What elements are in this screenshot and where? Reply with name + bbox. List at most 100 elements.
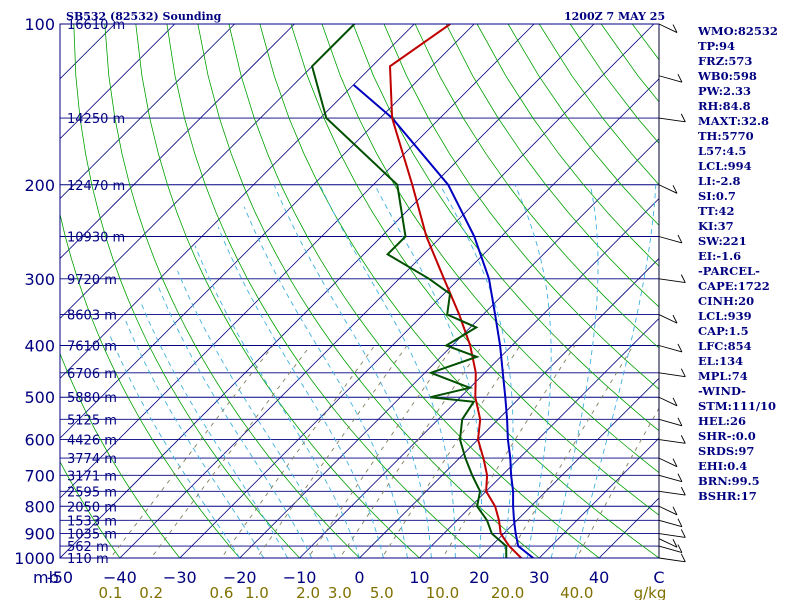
temperature-tick-label: 30 [529, 568, 549, 587]
wind-barb-flag [680, 113, 686, 123]
height-level-label: 8603 m [67, 309, 117, 324]
height-level-label: 7610 m [67, 340, 117, 355]
dry-adiabat [445, 24, 659, 308]
index-entry: MPL:74 [698, 369, 748, 383]
index-entry: LCL:994 [698, 159, 752, 173]
isotherm [359, 257, 659, 558]
mixing-ratio-label: 3.0 [328, 584, 352, 600]
moist-adiabat [550, 184, 599, 558]
index-entry: HEL:26 [698, 414, 746, 428]
wind-barb [658, 23, 678, 33]
index-entry: WMO:82532 [697, 24, 778, 38]
wind-barb-staff [658, 236, 683, 244]
wind-barb-flag [680, 368, 686, 377]
wind-barb-flag [677, 343, 683, 353]
height-level-label: 4426 m [67, 434, 117, 449]
wind-barb-staff [658, 474, 683, 483]
wind-barb-staff [658, 533, 686, 538]
index-entry: LCL:939 [698, 309, 752, 323]
index-entry: SRDS:97 [698, 444, 754, 458]
wind-barb [658, 184, 678, 194]
wind-barb [658, 529, 686, 538]
height-level-label: 2595 m [67, 485, 117, 500]
wind-barb [658, 486, 686, 496]
isotherm [538, 437, 659, 558]
wind-barb [658, 314, 678, 324]
height-level-label: 10930 m [67, 230, 125, 245]
index-entry: BSHR:17 [698, 489, 757, 503]
wind-barb [658, 538, 678, 548]
wind-barb-staff [658, 314, 678, 324]
wind-barb [658, 396, 678, 407]
wind-barb-staff [658, 372, 686, 378]
pressure-tick-label: 1000 [14, 549, 55, 568]
wind-barb [658, 73, 683, 83]
mixing-ratio-line [256, 345, 408, 558]
mixing-ratio-line [441, 345, 576, 558]
moist-adiabat [243, 206, 408, 558]
dry-adiabat [228, 24, 600, 558]
mixing-ratio-line [381, 345, 521, 558]
moist-adiabat [273, 184, 432, 558]
height-level-label: 14250 m [67, 112, 125, 127]
wind-barb-flag [672, 314, 678, 324]
index-entry: SW:221 [698, 234, 747, 248]
wind-barb-staff [658, 418, 683, 427]
dry-adiabat [476, 24, 659, 267]
dry-adiabat [197, 24, 540, 558]
temperature-tick-label: 20 [469, 568, 489, 587]
moist-adiabat [108, 333, 241, 558]
isotherm [419, 317, 659, 558]
wind-barb [658, 505, 678, 516]
wind-barb [658, 343, 683, 353]
height-level-label: 5125 m [67, 413, 117, 428]
temperature-tick-label: -50 [47, 568, 73, 587]
moist-adiabat [139, 300, 288, 558]
dry-adiabat [104, 24, 361, 558]
wind-barb [658, 473, 683, 483]
isotherm [299, 198, 659, 558]
temperature-tick-label: −10 [283, 568, 317, 587]
wind-barb-flag [677, 417, 683, 426]
wind-barb-flag [672, 458, 678, 467]
background-grid [60, 24, 659, 558]
isotherm [60, 24, 535, 499]
dry-adiabat [166, 24, 480, 558]
mixing-ratio-line [339, 345, 483, 558]
index-entry: KI:37 [698, 219, 734, 233]
wind-barb-flag [677, 518, 683, 527]
index-entry: WB0:598 [697, 69, 757, 83]
dry-adiabat [60, 212, 241, 558]
wind-barb-staff [658, 184, 678, 194]
index-entry: LI:-2.8 [698, 174, 741, 188]
wind-barb-flag [672, 397, 678, 407]
index-entry: BRN:99.5 [698, 474, 760, 488]
pressure-tick-label: 200 [24, 176, 55, 195]
index-entry: EI:-1.6 [698, 249, 741, 263]
wind-barb-flag [677, 544, 683, 553]
index-entry: RH:84.8 [698, 99, 751, 113]
stability-indices: WMO:82532TP:94FRZ:573WB0:598PW:2.33RH:84… [697, 24, 778, 503]
height-level-label: 6706 m [67, 367, 117, 382]
index-entry: CINH:20 [698, 294, 754, 308]
wind-barb-flag [677, 234, 683, 244]
index-entry: LFC:854 [698, 339, 752, 353]
wind-barb [658, 274, 686, 284]
wind-barb [658, 544, 683, 553]
wind-barb-flag [680, 553, 686, 563]
wind-barb-staff [658, 557, 686, 563]
moist-adiabat [319, 184, 456, 558]
temperature-line [388, 24, 522, 558]
temperature-tick-label: −30 [163, 568, 197, 587]
moist-adiabat [177, 270, 336, 558]
mixing-ratio-line [109, 345, 274, 558]
temperature-tick-label: 40 [589, 568, 609, 587]
index-entry: FRZ:573 [698, 54, 752, 68]
height-level-label: 9720 m [67, 273, 117, 288]
mixing-ratio-label: 0.2 [139, 584, 163, 600]
dry-adiabat [352, 24, 659, 432]
index-entry: SI:0.7 [698, 189, 736, 203]
mixing-ratio-label: 1.0 [245, 584, 269, 600]
